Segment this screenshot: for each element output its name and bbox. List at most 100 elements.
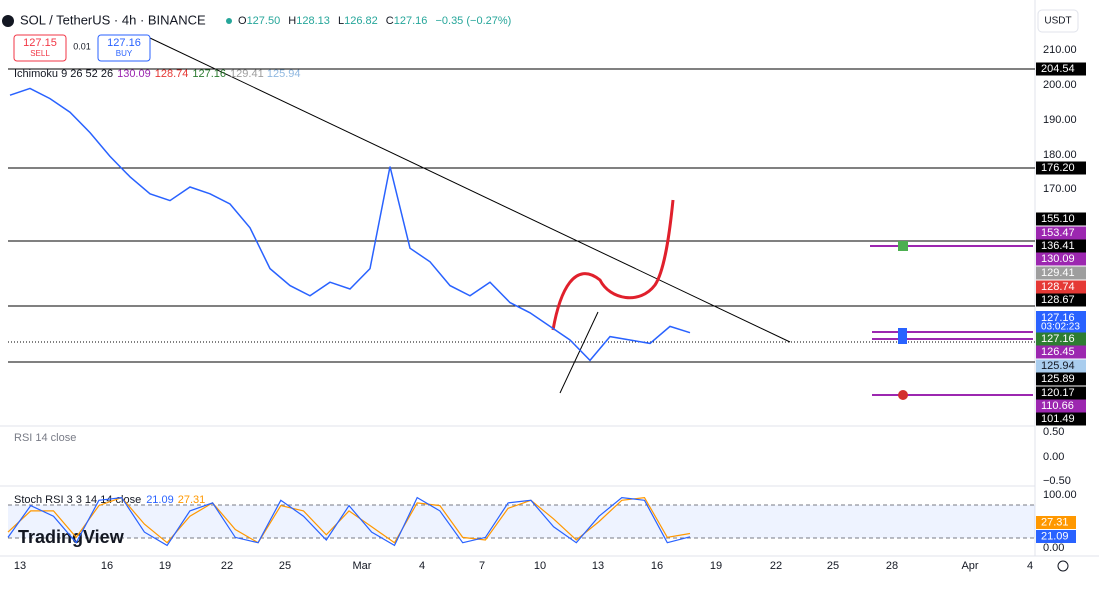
price-label: 136.41 xyxy=(1041,240,1075,252)
ohlc-value: 126.82 xyxy=(344,15,378,27)
price-tick: 200.00 xyxy=(1043,79,1077,91)
stoch-tick: 100.00 xyxy=(1043,489,1077,501)
price-label-bg xyxy=(1036,372,1086,386)
currency-button[interactable] xyxy=(1037,9,1079,33)
price-label: 127.16 xyxy=(1041,333,1075,345)
alert-icon[interactable] xyxy=(898,390,908,400)
buy-label: BUY xyxy=(116,49,133,58)
time-tick: 16 xyxy=(651,560,663,572)
time-tick: 25 xyxy=(279,560,291,572)
time-tick: Mar xyxy=(353,560,372,572)
ichimoku-legend: Ichimoku 9 26 52 26 130.09 128.74 127.16 129… xyxy=(14,68,301,80)
sell-price: 127.15 xyxy=(23,37,57,49)
price-label: 127.16 xyxy=(1041,312,1075,324)
stoch-label-bg xyxy=(1036,530,1076,543)
price-label: 204.54 xyxy=(1041,63,1075,75)
price-label-bg xyxy=(1036,266,1086,280)
price-label: 126.45 xyxy=(1041,346,1075,358)
spread: 0.01 xyxy=(73,41,91,51)
price-label: 125.89 xyxy=(1041,373,1075,385)
price-label: 176.20 xyxy=(1041,162,1075,174)
symbol[interactable]: SOL / TetherUS · 4h · BINANCE xyxy=(20,12,206,27)
time-tick: 7 xyxy=(479,560,485,572)
trend-line xyxy=(559,311,599,394)
change: −0.35 (−0.27%) xyxy=(435,15,511,27)
indicator-value: 130.09 xyxy=(117,68,151,80)
time-tick: 4 xyxy=(419,560,425,572)
sell-button[interactable] xyxy=(13,34,67,62)
time-tick: 19 xyxy=(710,560,722,572)
price-label: 120.17 xyxy=(1041,387,1075,399)
time-tick: 13 xyxy=(14,560,26,572)
time-tick: 10 xyxy=(534,560,546,572)
price-label-bg xyxy=(1036,212,1086,226)
price-label-bg xyxy=(1036,412,1086,426)
price-label: 125.94 xyxy=(1041,360,1075,372)
symbol-logo xyxy=(2,15,14,27)
stoch-label: 27.31 xyxy=(1041,516,1069,528)
price-tick: 210.00 xyxy=(1043,44,1077,56)
price-label-bg xyxy=(1036,161,1086,175)
rsi-tick: 0.00 xyxy=(1043,451,1064,463)
stoch-label-bg xyxy=(1036,516,1076,529)
stoch-legend: Stoch RSI 3 3 14 14 close 21.09 27.31 xyxy=(14,494,205,506)
stoch-d: 27.31 xyxy=(178,494,206,506)
price-label: 130.09 xyxy=(1041,253,1075,265)
ohlc-value: 127.16 xyxy=(394,15,428,27)
price-tick: 180.00 xyxy=(1043,149,1077,161)
ohlc-label: L xyxy=(338,15,344,27)
settings-button[interactable] xyxy=(1057,560,1069,572)
currency: USDT xyxy=(1044,16,1071,27)
price-label: 101.49 xyxy=(1041,413,1075,425)
stoch-label: 21.09 xyxy=(1041,530,1069,542)
price-tick: 190.00 xyxy=(1043,114,1077,126)
indicator-name: Stoch RSI 3 3 14 14 close xyxy=(14,494,141,506)
price-label-bg xyxy=(1036,359,1086,373)
sell-label: SELL xyxy=(30,49,50,58)
indicator-value: 127.16 xyxy=(192,68,226,80)
indicator-value: 125.94 xyxy=(267,68,301,80)
market-status xyxy=(226,18,232,24)
price-label-bg xyxy=(1036,332,1086,346)
price-label-bg xyxy=(1036,345,1086,359)
ohlc-value: 128.13 xyxy=(296,15,330,27)
ohlc-label: O xyxy=(238,15,247,27)
alert-icon[interactable] xyxy=(898,241,908,251)
price-label-bg xyxy=(1036,226,1086,240)
stoch-tick: 0.00 xyxy=(1043,542,1064,554)
price-label-bg xyxy=(1036,252,1086,266)
time-tick: 16 xyxy=(101,560,113,572)
time-tick: 22 xyxy=(221,560,233,572)
price-label: 129.41 xyxy=(1041,267,1075,279)
brush-curve xyxy=(551,199,675,331)
price-label-bg xyxy=(1036,280,1086,294)
indicator-value: 129.41 xyxy=(230,68,264,80)
price-label: 153.47 xyxy=(1041,227,1075,239)
price-label-bg xyxy=(1036,311,1086,333)
rsi-tick: −0.50 xyxy=(1043,475,1071,487)
price-label-bg xyxy=(1036,239,1086,253)
ohlc-value: 127.50 xyxy=(247,15,281,27)
price-label-bg xyxy=(1036,386,1086,400)
ohlc-label: C xyxy=(386,15,394,27)
indicator-name: Ichimoku 9 26 52 26 xyxy=(14,68,113,80)
ohlc: O127.50 H128.13 L126.82 C127.16 −0.35 (−… xyxy=(238,15,511,27)
buy-button[interactable] xyxy=(97,34,151,62)
trend-line xyxy=(149,37,791,343)
price-label-bg xyxy=(1036,399,1086,413)
time-tick: 28 xyxy=(886,560,898,572)
price-label: 155.10 xyxy=(1041,213,1075,225)
stoch-band xyxy=(8,505,1035,538)
time-tick: 25 xyxy=(827,560,839,572)
price-label: 110.66 xyxy=(1041,400,1074,412)
price-label: 128.67 xyxy=(1041,294,1075,306)
price-line xyxy=(9,87,691,362)
time-tick: 4 xyxy=(1027,560,1033,572)
alert-icon[interactable] xyxy=(898,328,907,344)
ohlc-label: H xyxy=(288,15,296,27)
stoch-k-line xyxy=(7,496,691,547)
countdown: 03:02:23 xyxy=(1041,322,1080,333)
indicator-value: 128.74 xyxy=(155,68,189,80)
